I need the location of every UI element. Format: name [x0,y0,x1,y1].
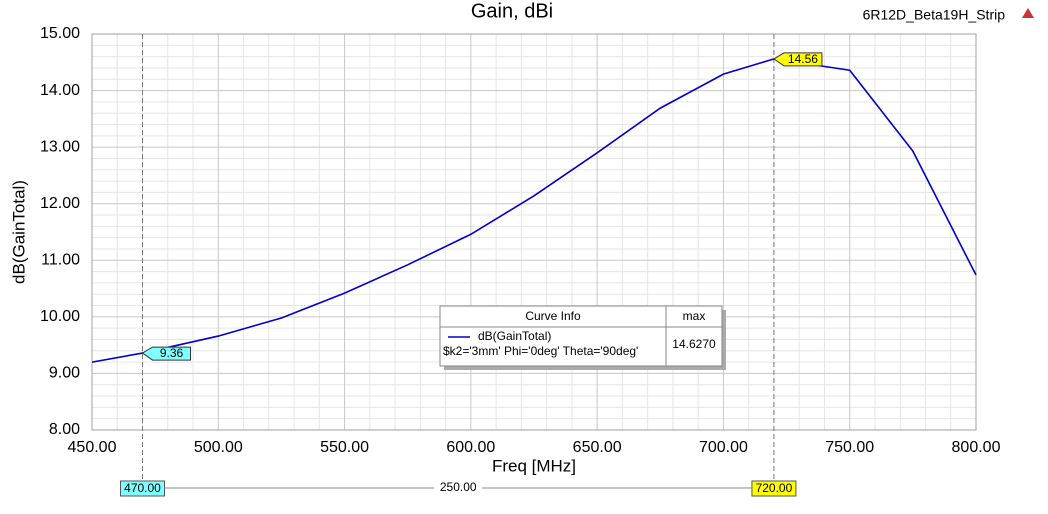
x-axis-label: Freq [MHz] [492,456,576,475]
x-tick-label: 600.00 [446,439,495,456]
legend-entry: dB(GainTotal) [478,329,551,343]
logo-icon [1022,8,1034,18]
y-tick-label: 14.00 [40,82,80,99]
x-tick-label: 450.00 [68,439,117,456]
x-tick-label: 700.00 [699,439,748,456]
y-tick-label: 13.00 [40,138,80,155]
legend: Curve Info max dB(GainTotal)$k2='3mm' Phi=… [439,305,726,370]
y-axis-label: dB(GainTotal) [9,180,28,284]
legend-header: Curve Info [525,309,581,323]
marker-tag [773,52,823,67]
line [91,58,977,363]
y-tick-label: 8.00 [49,421,80,438]
marker-x-label: 720.00 [756,481,793,495]
x-tick-label: 500.00 [194,439,243,456]
legend-header: max [683,309,706,323]
y-tick-label: 12.00 [40,195,80,212]
x-tick-label: 750.00 [825,439,874,456]
x-tick-label: 650.00 [573,439,622,456]
marker-value: 14.56 [788,52,818,66]
x-tick-label: 550.00 [320,439,369,456]
x-tick-label: 800.00 [952,439,1001,456]
y-tick-label: 9.00 [49,365,80,382]
delta-label: 250.00 [440,480,477,494]
marker-value: 9.36 [160,346,184,360]
y-tick-label: 10.00 [40,308,80,325]
plot-frame [91,33,977,431]
marker-x-label: 470.00 [124,481,161,495]
y-tick-label: 15.00 [40,25,80,42]
design-name: 6R12D_Beta19H_Strip [863,7,1006,23]
delta-bg [434,480,483,496]
legend-max: 14.6270 [672,337,716,351]
legend-params: $k2='3mm' Phi='0deg' Theta='90deg' [443,344,638,358]
y-tick-label: 11.00 [41,252,80,269]
legend-box [439,305,723,367]
chart-title: Gain, dBi [471,0,553,22]
marker-tag [141,346,192,361]
